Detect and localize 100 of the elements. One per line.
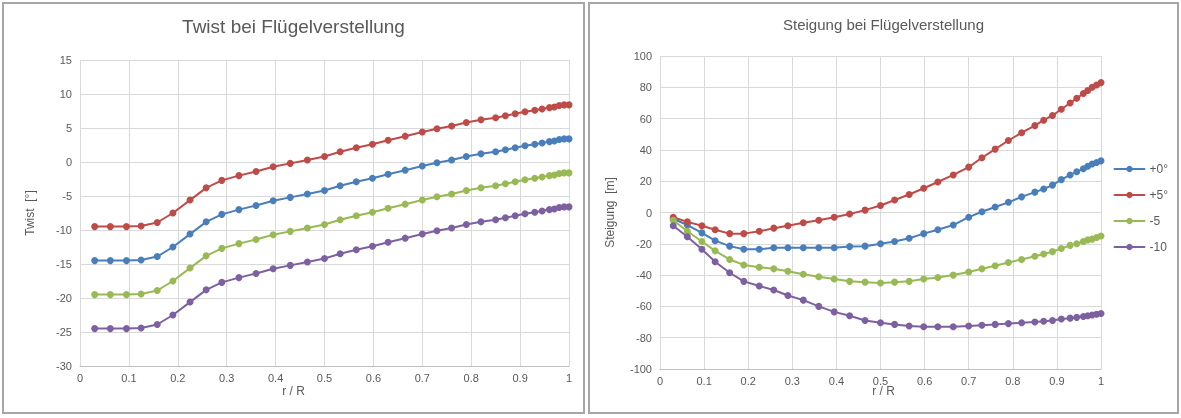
point	[891, 237, 899, 245]
y-tick-label: -5	[62, 190, 72, 202]
point	[122, 257, 130, 265]
point	[1040, 185, 1048, 193]
point	[448, 122, 456, 130]
point	[521, 142, 529, 150]
x-tick-label: 1	[565, 371, 573, 384]
point	[501, 180, 509, 188]
point	[1084, 86, 1092, 94]
point	[830, 244, 838, 252]
point	[384, 204, 392, 212]
point	[905, 322, 913, 330]
point	[492, 114, 500, 122]
point	[877, 279, 884, 287]
y-tick-label: 10	[59, 88, 72, 100]
point	[433, 125, 441, 133]
point	[920, 184, 928, 192]
point	[934, 273, 942, 281]
point	[384, 136, 392, 144]
point	[920, 230, 928, 238]
point	[91, 223, 99, 231]
point	[905, 234, 913, 242]
point	[418, 162, 426, 170]
point	[891, 320, 899, 328]
point	[321, 255, 328, 263]
point	[492, 148, 500, 156]
point	[218, 176, 226, 184]
point	[401, 200, 409, 208]
point	[401, 234, 409, 242]
point	[1066, 171, 1074, 179]
x-tick-label: 0.2	[170, 371, 186, 384]
point	[501, 146, 509, 154]
point	[698, 245, 706, 253]
point	[1073, 168, 1081, 176]
point	[1031, 318, 1039, 326]
point	[815, 302, 823, 310]
point	[991, 262, 999, 270]
x-tick-label: 0.6	[365, 371, 382, 384]
point	[368, 140, 376, 148]
point	[755, 282, 763, 290]
point	[368, 174, 376, 182]
point	[91, 257, 99, 265]
point	[252, 236, 260, 244]
point	[336, 182, 344, 190]
point	[218, 210, 226, 218]
point	[286, 261, 294, 269]
x-tick-label: 0.3	[219, 371, 235, 384]
point	[905, 191, 913, 198]
point	[521, 108, 529, 116]
y-tick-label: 0	[65, 156, 72, 168]
point	[1040, 317, 1048, 325]
y-tick-label: 80	[639, 81, 652, 94]
point	[352, 246, 360, 254]
point	[418, 230, 426, 238]
point	[352, 212, 360, 220]
x-tick-label: 0.1	[696, 374, 712, 387]
point	[511, 110, 519, 118]
point	[235, 240, 243, 248]
point	[501, 214, 509, 222]
point	[784, 267, 792, 275]
point	[830, 308, 838, 316]
y-tick-label: -20	[56, 292, 72, 304]
point	[978, 208, 986, 216]
y-tick-label: -10	[56, 224, 72, 236]
point	[153, 321, 161, 329]
point	[726, 255, 734, 263]
point	[846, 243, 854, 251]
point	[1057, 176, 1065, 184]
point	[877, 319, 884, 327]
point	[755, 245, 763, 253]
point	[1073, 240, 1081, 248]
point	[1097, 309, 1105, 317]
point	[1040, 116, 1048, 124]
y-axis-title: Steigung [m]	[603, 177, 617, 248]
point	[799, 296, 807, 304]
point	[352, 144, 360, 152]
point	[698, 229, 706, 237]
point	[218, 278, 226, 286]
point	[1018, 255, 1026, 263]
point	[91, 291, 99, 299]
point	[846, 210, 854, 218]
point	[477, 116, 485, 124]
x-tick-label: 0	[656, 374, 664, 387]
x-tick-label: 0.3	[784, 374, 800, 387]
chart-title: Steigung bei Flügelverstellung	[783, 16, 984, 33]
point	[934, 323, 942, 331]
point	[153, 253, 161, 261]
point	[511, 178, 519, 186]
point	[799, 270, 807, 278]
y-tick-label: -100	[629, 363, 652, 375]
point	[965, 213, 973, 221]
point	[336, 216, 344, 224]
point	[949, 221, 957, 229]
point	[418, 196, 426, 204]
point	[202, 184, 210, 192]
point	[740, 261, 748, 269]
point	[1049, 181, 1056, 189]
point	[286, 193, 294, 201]
y-tick-label: 40	[639, 143, 652, 156]
point	[368, 208, 376, 216]
